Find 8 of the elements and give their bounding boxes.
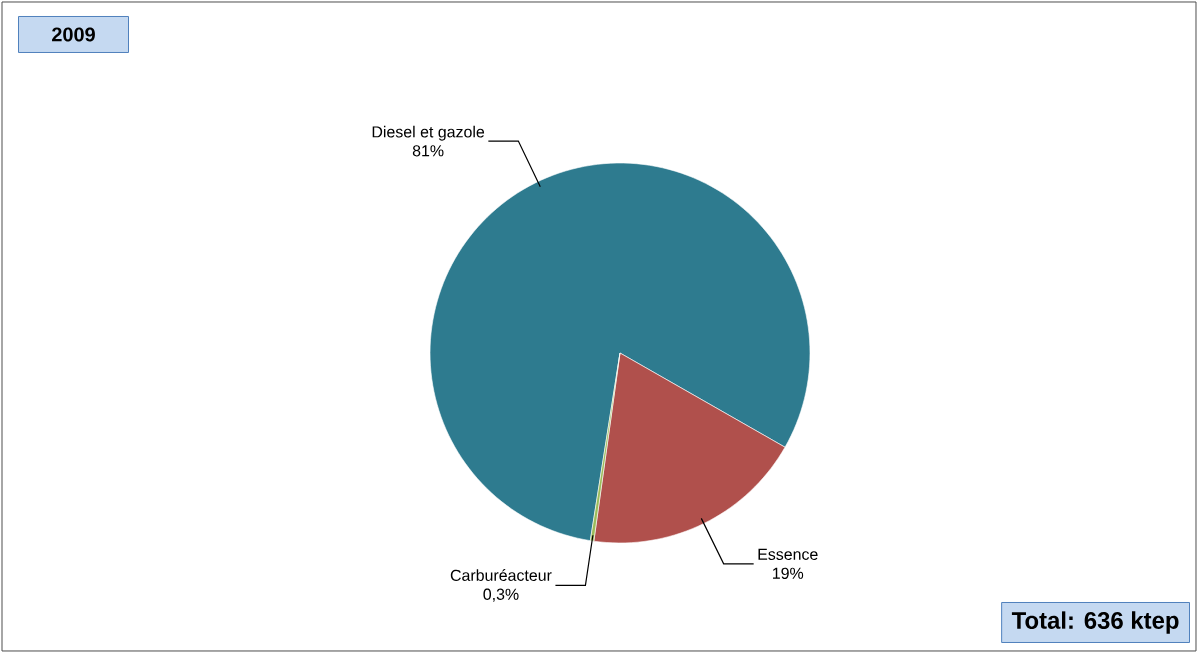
text: 2009 (52, 27, 95, 42)
text: Total: 636 ktep (1011, 611, 1179, 634)
slice-label: Diesel et gazole (372, 125, 485, 141)
data-label: 81% (412, 145, 444, 157)
slice-label: Essence (758, 548, 818, 560)
data-label: 19% (773, 567, 804, 579)
slice-label: Carburéacteur (450, 569, 552, 581)
data-label: 0,3% (483, 588, 519, 602)
